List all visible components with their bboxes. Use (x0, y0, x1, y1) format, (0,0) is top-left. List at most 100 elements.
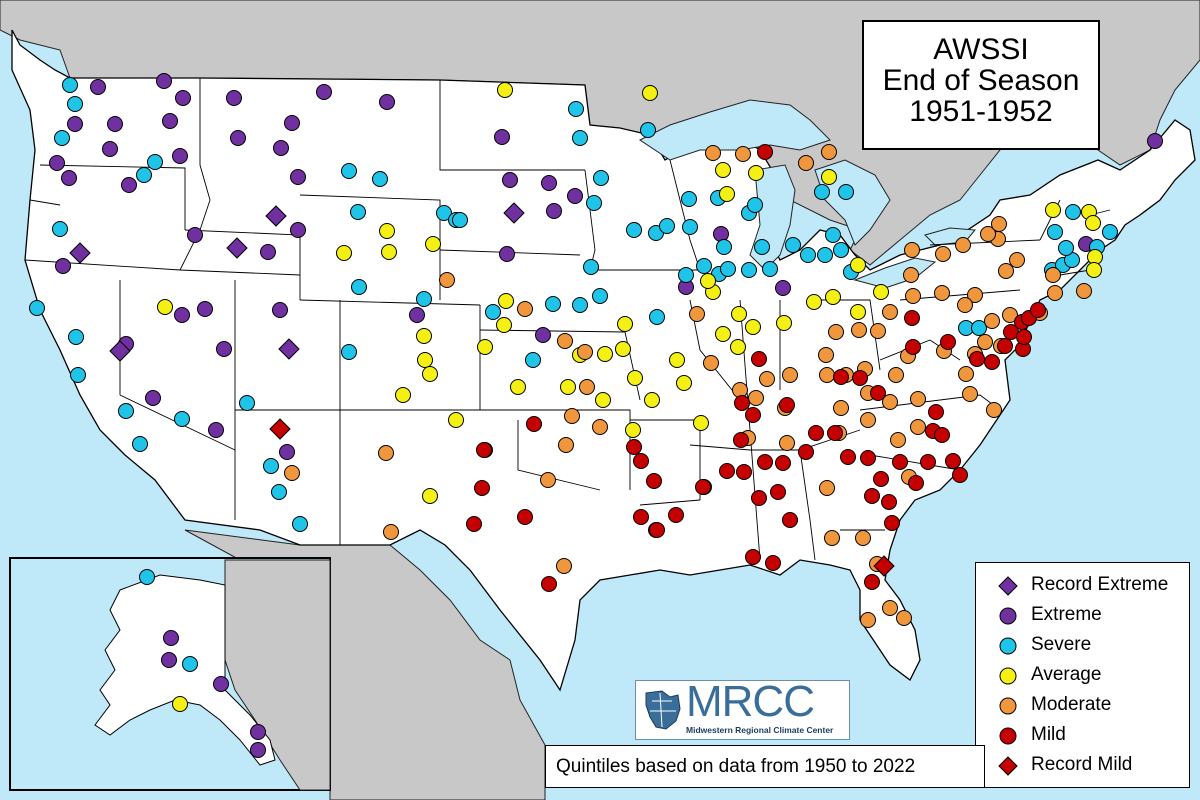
station-marker-moderate (703, 355, 719, 371)
station-marker-extreme (541, 175, 557, 191)
footnote-text: Quintiles based on data from 1950 to 202… (556, 756, 916, 777)
station-marker-mild (873, 471, 889, 487)
station-marker-average (745, 319, 761, 335)
station-marker-extreme (226, 90, 242, 106)
station-marker-average (730, 339, 746, 355)
station-marker-mild (920, 454, 936, 470)
station-marker-extreme (502, 172, 518, 188)
station-marker-extreme (163, 630, 179, 646)
station-marker-extreme (260, 244, 276, 260)
canada-inset-land (224, 559, 331, 791)
station-marker-extreme (290, 169, 306, 185)
station-marker-mild (984, 354, 1000, 370)
station-marker-mild (833, 369, 849, 385)
station-marker-moderate (819, 480, 835, 496)
station-marker-extreme (409, 307, 425, 323)
station-marker-severe (350, 204, 366, 220)
station-marker-mild (827, 425, 843, 441)
station-marker-moderate (962, 386, 978, 402)
station-marker-mild (928, 404, 944, 420)
station-marker-average (381, 244, 397, 260)
station-marker-average (172, 696, 188, 712)
station-marker-moderate (383, 524, 399, 540)
station-marker-average (821, 169, 837, 185)
station-marker-moderate (558, 437, 574, 453)
station-marker-moderate (579, 379, 595, 395)
station-marker-mild (526, 416, 542, 432)
station-marker-moderate (904, 242, 920, 258)
station-marker-moderate (980, 226, 996, 242)
station-marker-moderate (905, 288, 921, 304)
station-marker-mild (541, 576, 557, 592)
quintile-footnote: Quintiles based on data from 1950 to 202… (545, 745, 985, 788)
lake-superior (639, 99, 831, 161)
station-marker-record-extreme (109, 340, 131, 362)
station-marker-moderate (890, 432, 906, 448)
station-marker-average (498, 293, 514, 309)
station-marker-mild (934, 427, 950, 443)
station-marker-severe (182, 656, 198, 672)
station-marker-moderate (439, 272, 455, 288)
station-marker-severe (762, 261, 778, 277)
station-marker-extreme (250, 724, 266, 740)
station-marker-moderate (378, 445, 394, 461)
station-marker-severe (54, 130, 70, 146)
station-marker-moderate (910, 391, 926, 407)
station-marker-extreme (1147, 133, 1163, 149)
station-marker-moderate (557, 333, 573, 349)
legend-label: Mild (1031, 724, 1066, 745)
station-marker-severe (572, 130, 588, 146)
station-marker-mild (626, 439, 642, 455)
station-marker-severe (351, 279, 367, 295)
station-marker-severe (292, 516, 308, 532)
station-marker-severe (1102, 224, 1118, 240)
station-marker-average (425, 236, 441, 252)
station-marker-mild (517, 509, 533, 525)
station-marker-average (157, 299, 173, 315)
station-marker-mild (757, 144, 773, 160)
station-marker-moderate (888, 367, 904, 383)
station-marker-extreme (775, 280, 791, 296)
station-marker-severe (838, 184, 854, 200)
diamond-icon (998, 756, 1018, 776)
station-marker-average (395, 387, 411, 403)
station-marker-mild (870, 385, 886, 401)
station-marker-severe (485, 304, 501, 320)
station-marker-moderate (984, 313, 1000, 329)
legend-item-record-mild: Record Mild (976, 751, 1189, 781)
station-marker-moderate (759, 371, 775, 387)
station-marker-severe (659, 218, 675, 234)
station-marker-mild (852, 370, 868, 386)
station-marker-moderate (896, 610, 912, 626)
station-marker-severe (678, 267, 694, 283)
station-marker-mild (908, 475, 924, 491)
station-marker-moderate (882, 304, 898, 320)
legend-label: Moderate (1031, 694, 1112, 715)
legend-item-severe: Severe (976, 631, 1189, 661)
station-marker-mild (808, 425, 824, 441)
station-marker-severe (971, 320, 987, 336)
station-marker-severe (147, 154, 163, 170)
station-marker-average (416, 328, 432, 344)
station-marker-mild (751, 351, 767, 367)
station-marker-extreme (161, 652, 177, 668)
circle-icon (999, 697, 1017, 715)
station-marker-extreme (107, 116, 123, 132)
station-marker-average (448, 412, 464, 428)
station-marker-record-extreme (226, 237, 248, 259)
station-marker-extreme (499, 246, 515, 262)
station-marker-moderate (517, 301, 533, 317)
station-marker-severe (239, 395, 255, 411)
station-marker-severe (626, 222, 642, 238)
station-marker-average (693, 415, 709, 431)
circle-icon (999, 637, 1017, 655)
station-marker-extreme (535, 327, 551, 343)
title-line-3: 1951-1952 (909, 95, 1053, 128)
station-marker-average (806, 294, 822, 310)
station-marker-average (825, 289, 841, 305)
station-marker-record-extreme (69, 242, 91, 264)
station-marker-extreme (67, 116, 83, 132)
station-marker-average (644, 392, 660, 408)
station-marker-average (1085, 215, 1101, 231)
station-marker-average (1086, 262, 1102, 278)
